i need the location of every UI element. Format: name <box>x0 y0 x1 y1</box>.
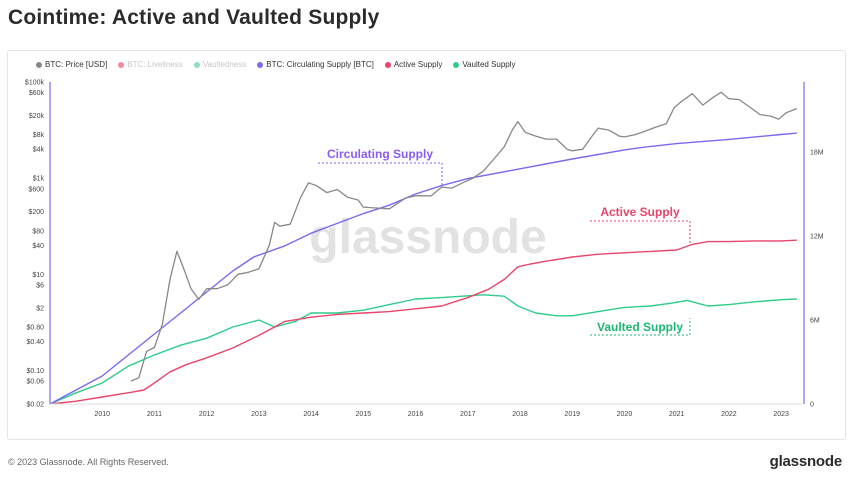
legend-item-0[interactable]: BTC: Price [USD] <box>36 60 107 69</box>
x-tick-label: 2010 <box>94 411 110 418</box>
x-tick-label: 2016 <box>408 411 424 418</box>
x-tick-label: 2015 <box>356 411 372 418</box>
y-left-tick-label: $0.10 <box>26 368 44 375</box>
chart-series <box>49 91 798 405</box>
y-left-tick-label: $40 <box>32 243 44 250</box>
legend-item-3[interactable]: BTC: Circulating Supply [BTC] <box>257 60 374 69</box>
y-left-tick-label: $600 <box>28 186 44 193</box>
y-left-tick-label: $8k <box>33 132 45 139</box>
chart-annotations: Circulating Supply Active Supply Vaulted S… <box>318 147 691 336</box>
x-tick-label: 2017 <box>460 411 476 418</box>
x-tick-label: 2013 <box>251 411 267 418</box>
brand-logo: glassnode <box>769 453 843 470</box>
y-left-tick-label: $0.40 <box>26 339 44 346</box>
annotation-label: Active Supply <box>600 205 680 219</box>
legend-label: BTC: Circulating Supply [BTC] <box>266 60 374 69</box>
legend-label: Active Supply <box>393 60 443 69</box>
watermark-text: glassnode <box>309 211 546 264</box>
legend-item-2[interactable]: Vaultedness <box>193 60 247 69</box>
x-tick-label: 2020 <box>617 411 633 418</box>
y-right-tick-label: 6M <box>810 318 820 325</box>
y-left-tick-label: $20k <box>29 113 45 120</box>
x-tick-label: 2011 <box>147 411 162 418</box>
series-line-active-supply <box>49 239 797 405</box>
chart-frame <box>7 50 846 440</box>
y-left-tick-label: $0.06 <box>26 379 44 386</box>
y-left-tick-label: $200 <box>28 209 44 216</box>
x-tick-label: 2019 <box>564 411 580 418</box>
x-tick-label: 2022 <box>721 411 737 418</box>
legend-item-5[interactable]: Vaulted Supply <box>453 60 516 69</box>
series-line-vaulted-supply <box>49 294 797 405</box>
legend-label: BTC: Price [USD] <box>45 60 108 69</box>
y-left-tick-label: $60k <box>29 90 45 97</box>
legend-dot-icon <box>193 61 200 68</box>
y-left-tick-label: $80 <box>32 228 44 235</box>
y-left-tick-label: $0.02 <box>26 402 44 409</box>
y-left-tick-label: $100k <box>25 80 45 87</box>
legend-dot-icon <box>118 61 125 68</box>
y-right-tick-label: 18M <box>810 150 824 157</box>
x-tick-label: 2023 <box>773 411 789 418</box>
legend-dot-icon <box>384 61 391 68</box>
y-right-tick-label: 12M <box>810 234 824 241</box>
x-tick-label: 2018 <box>512 411 528 418</box>
annotation-label: Circulating Supply <box>327 147 433 161</box>
y-left-tick-label: $4k <box>33 147 45 154</box>
y-left-tick-label: $1k <box>33 176 45 183</box>
series-line-btc-circulating-supply-btc- <box>49 132 797 405</box>
y-left-tick-label: $6 <box>36 282 44 289</box>
legend-label: Vaultedness <box>202 60 247 69</box>
y-right-tick-label: 0 <box>810 402 814 409</box>
legend-dot-icon <box>453 61 460 68</box>
x-tick-label: 2014 <box>303 411 319 418</box>
chart-axes: 2010 2011 2012 2013 2014 2015 2016 2017 2018 2019… <box>25 80 824 419</box>
y-left-tick-label: $0.80 <box>26 324 44 331</box>
x-tick-label: 2012 <box>199 411 215 418</box>
legend-item-1[interactable]: BTC: Liveliness <box>118 60 183 69</box>
copyright-text: © 2023 Glassnode. All Rights Reserved. <box>8 457 169 467</box>
page-title: Cointime: Active and Vaulted Supply <box>8 6 380 29</box>
y-left-tick-label: $2 <box>36 305 44 312</box>
legend-item-4[interactable]: Active Supply <box>384 60 443 69</box>
chart-legend: BTC: Price [USD] BTC: Liveliness Vaultedne… <box>36 60 516 69</box>
legend-dot-icon <box>36 61 42 68</box>
legend-dot-icon <box>257 61 264 68</box>
legend-label: Vaulted Supply <box>462 60 516 69</box>
series-line-btc-price-usd- <box>130 91 798 382</box>
legend-label: BTC: Liveliness <box>127 60 183 69</box>
annotation-label: Vaulted Supply <box>597 320 683 334</box>
x-tick-label: 2021 <box>669 411 685 418</box>
y-left-tick-label: $10 <box>32 272 44 279</box>
